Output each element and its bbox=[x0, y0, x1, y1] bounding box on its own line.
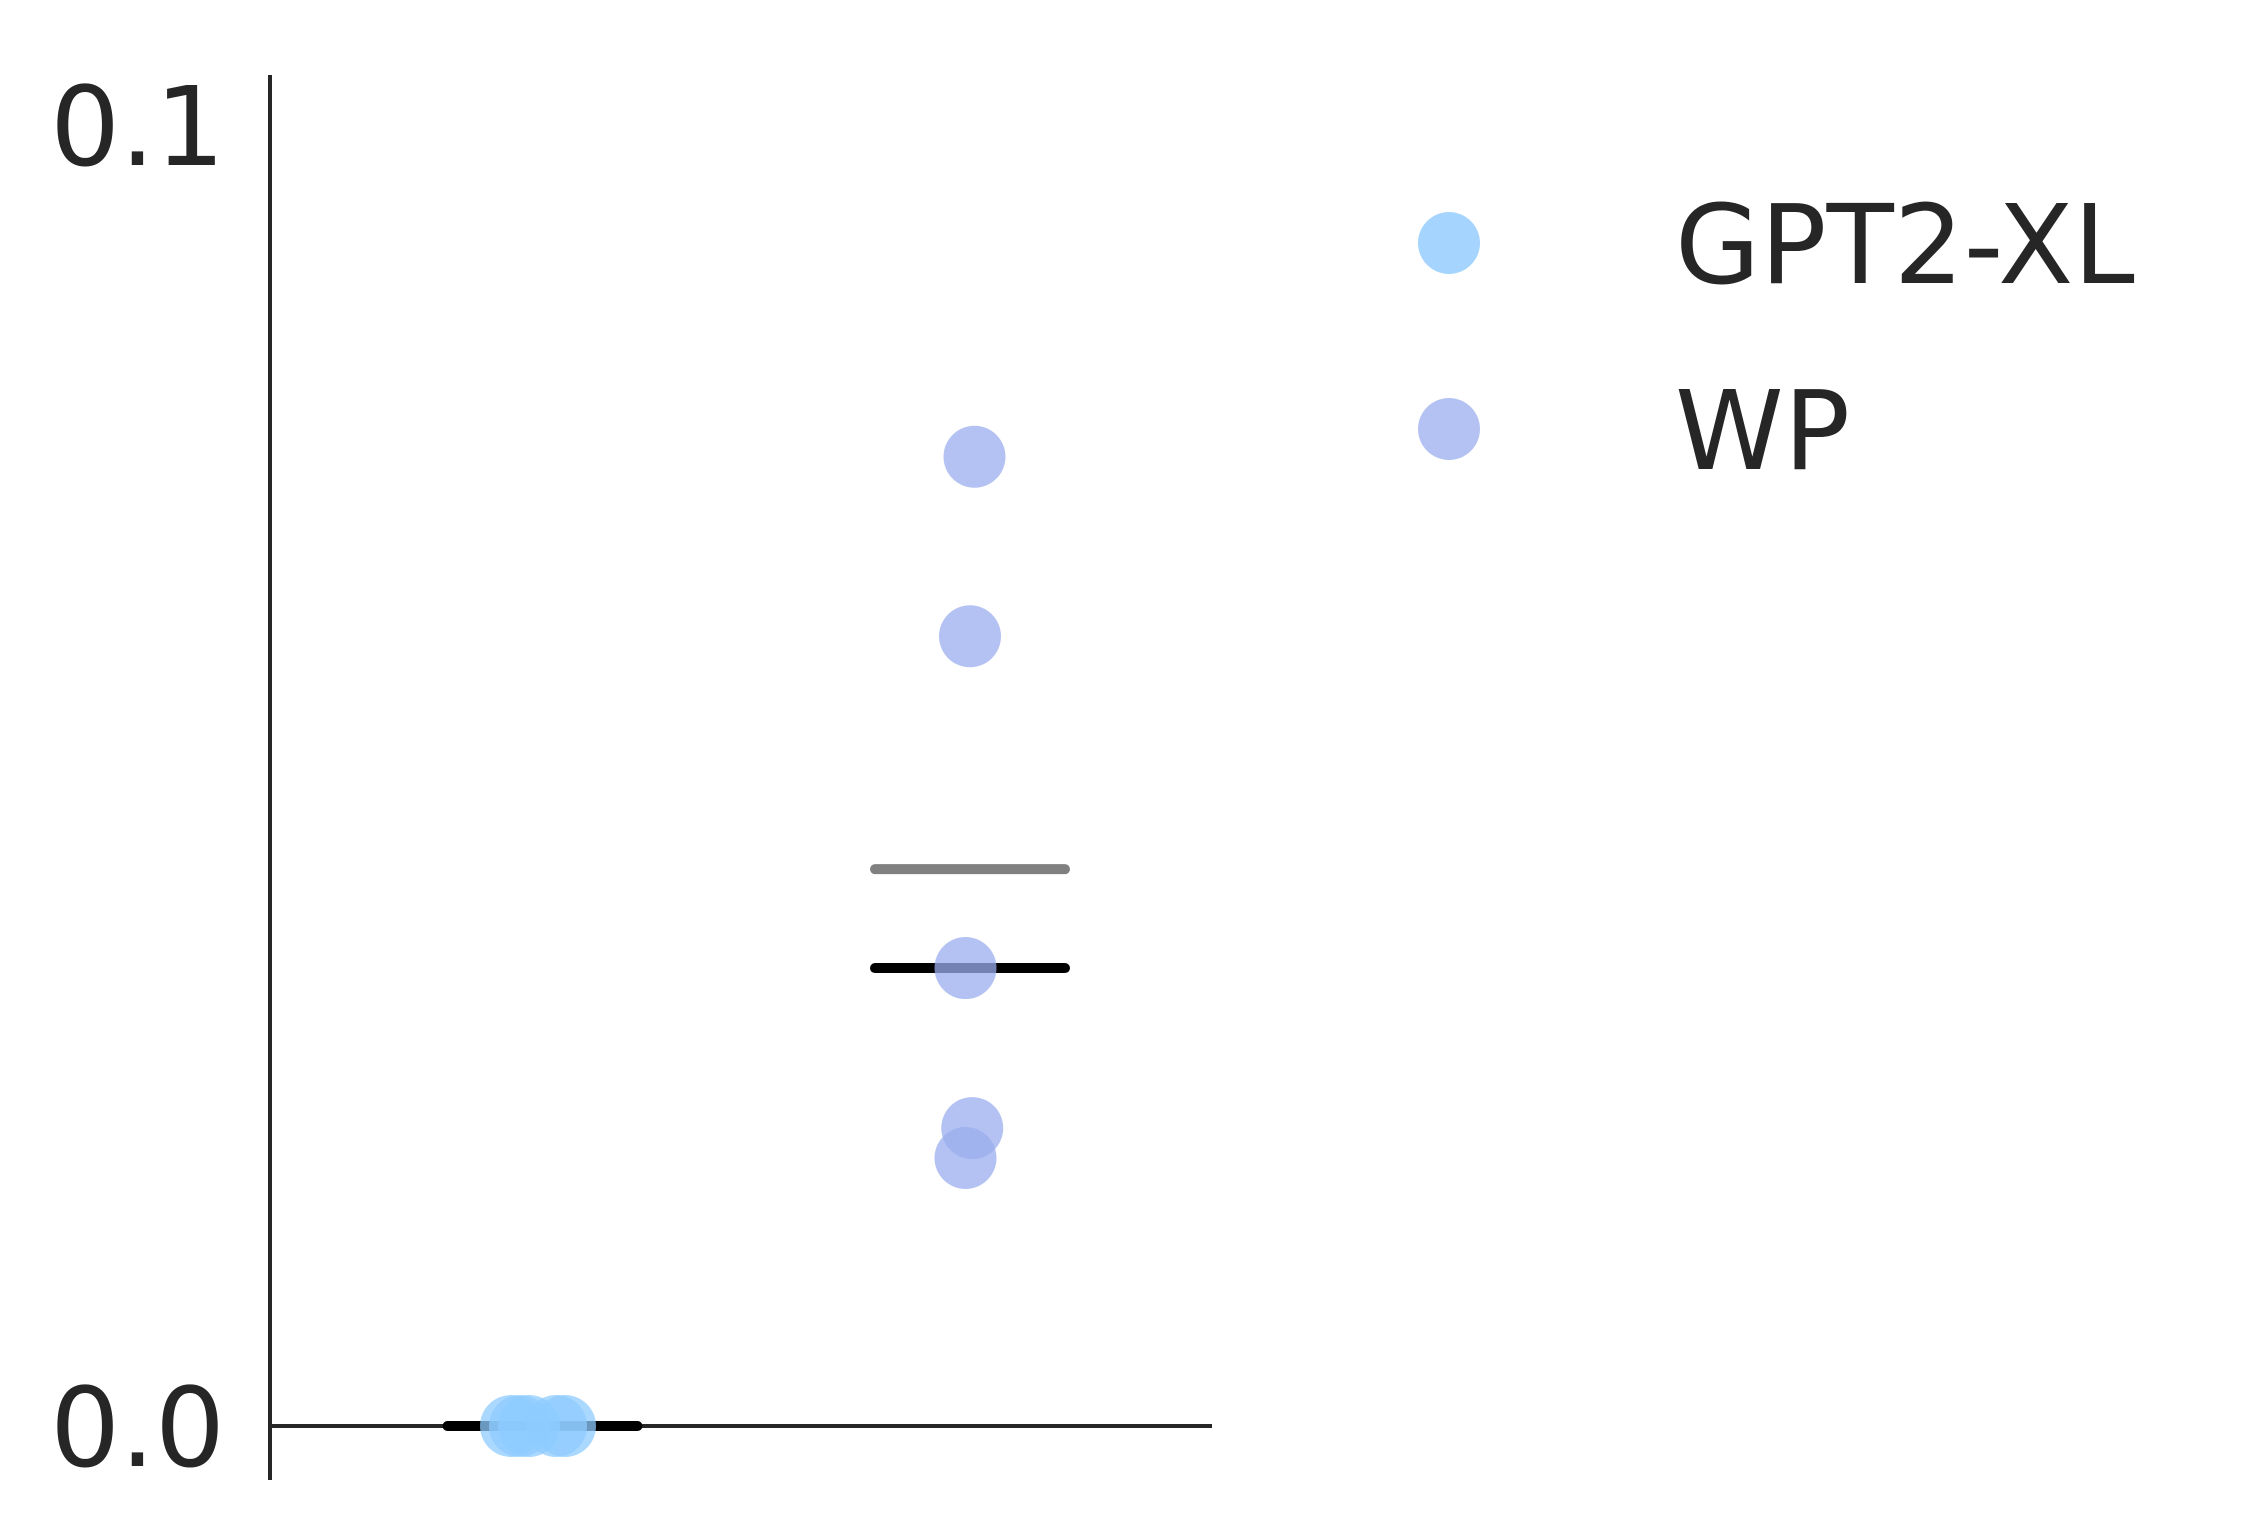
y-tick-label-0: 0.0 bbox=[50, 1364, 225, 1492]
legend-label-gpt2-xl: GPT2-XL bbox=[1675, 181, 2135, 309]
legend-marker-gpt2-xl bbox=[1418, 212, 1480, 274]
axes: 0.0 0.1 bbox=[50, 63, 1212, 1492]
data-points bbox=[480, 425, 1006, 1457]
legend-label-wp: WP bbox=[1675, 367, 1850, 495]
series-1-point-2 bbox=[934, 937, 997, 1000]
y-tick-label-1: 0.1 bbox=[50, 63, 225, 191]
series-1-point-0 bbox=[943, 425, 1006, 488]
legend: GPT2-XL WP bbox=[1418, 181, 2135, 495]
series-0-point-4 bbox=[534, 1395, 596, 1457]
legend-marker-wp bbox=[1418, 398, 1480, 460]
series-1-point-1 bbox=[939, 605, 1001, 668]
series-1-point-4 bbox=[934, 1126, 997, 1189]
